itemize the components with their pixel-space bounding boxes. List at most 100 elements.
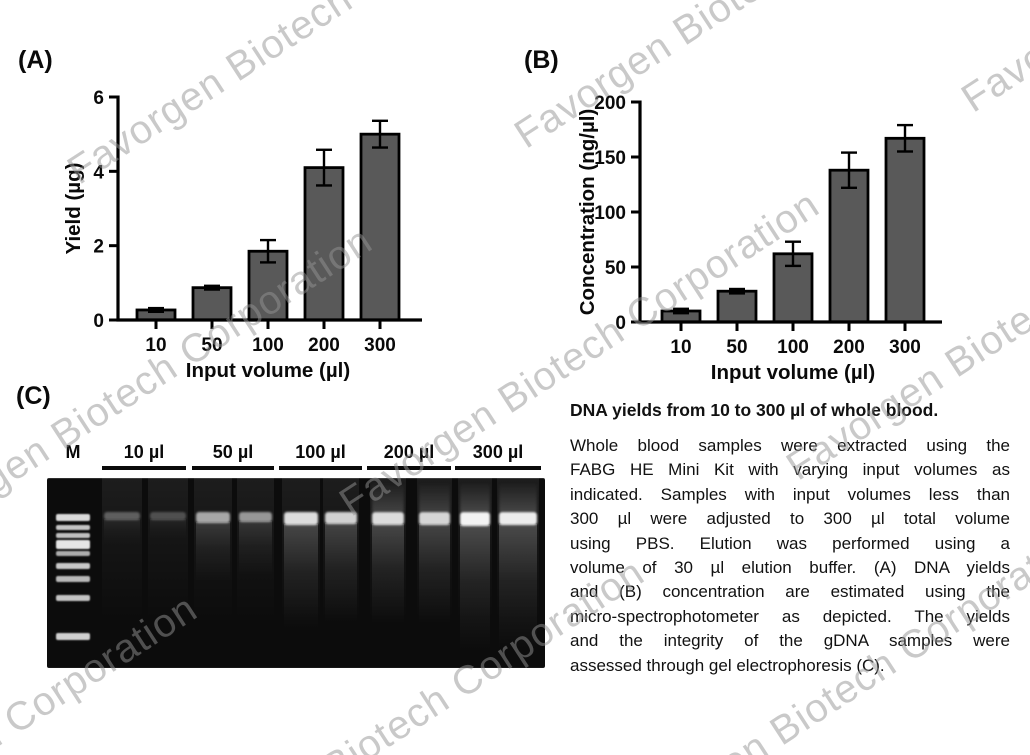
lane-smear bbox=[150, 518, 186, 539]
x-tick-label: 300 bbox=[889, 337, 921, 358]
lane-fuzz bbox=[419, 484, 450, 512]
x-tick-label: 50 bbox=[201, 335, 222, 356]
sample-lane bbox=[323, 478, 359, 668]
x-tick-label: 100 bbox=[252, 335, 284, 356]
sample-lane bbox=[194, 478, 232, 668]
y-tick-label: 150 bbox=[594, 148, 626, 169]
x-tick-label: 300 bbox=[364, 335, 396, 356]
x-axis-title: Input volume (µl) bbox=[186, 359, 350, 382]
marker-band bbox=[56, 514, 90, 521]
y-tick-label: 6 bbox=[93, 88, 104, 109]
gdna-band bbox=[150, 512, 186, 520]
x-tick-label: 50 bbox=[726, 337, 747, 358]
x-tick-label: 10 bbox=[145, 335, 166, 356]
sample-lane bbox=[237, 478, 274, 668]
gel-group-underline bbox=[455, 466, 541, 470]
sample-lane bbox=[458, 478, 492, 668]
lane-fuzz bbox=[499, 484, 537, 512]
lane-smear bbox=[325, 523, 357, 624]
concentration-bar-chart: 0 50 100 150 200 10 50 100 200 300 Concentration (… bbox=[576, 93, 942, 384]
gdna-band bbox=[196, 512, 230, 523]
x-axis-title: Input volume (µl) bbox=[711, 361, 875, 384]
y-axis-title: Concentration (ng/µl) bbox=[576, 109, 599, 316]
lane-smear bbox=[499, 524, 537, 650]
marker-lane-label: M bbox=[65, 442, 81, 462]
y-tick-label: 0 bbox=[615, 313, 626, 334]
gel-group-underline bbox=[192, 466, 274, 470]
marker-band bbox=[56, 563, 90, 569]
panel-a-label: (A) bbox=[18, 46, 53, 74]
lane-smear bbox=[419, 523, 450, 624]
sample-lane bbox=[102, 478, 142, 668]
caption-line: and (B) concentration are estimated usin… bbox=[570, 582, 1010, 602]
lane-smear bbox=[104, 519, 140, 545]
gdna-band bbox=[239, 512, 272, 523]
gel-group-underline bbox=[279, 466, 362, 470]
sample-lane bbox=[370, 478, 406, 668]
gel-group-label: 300 µl bbox=[472, 442, 524, 462]
panel-c-label: (C) bbox=[16, 382, 51, 410]
panel-b-label: (B) bbox=[524, 46, 559, 74]
caption-line: Whole blood samples were extracted using… bbox=[570, 436, 1010, 455]
y-tick-label: 0 bbox=[93, 311, 104, 332]
x-tick-label: 10 bbox=[670, 337, 691, 358]
lane-smear bbox=[196, 521, 230, 582]
gdna-band bbox=[104, 512, 140, 521]
lane-smear bbox=[239, 521, 272, 577]
caption-line: using PBS. Elution was performed using a bbox=[570, 533, 1010, 553]
lane-smear bbox=[372, 523, 404, 624]
bar-200 bbox=[303, 166, 345, 322]
gdna-band bbox=[419, 512, 450, 525]
marker-band bbox=[56, 576, 90, 582]
marker-band bbox=[56, 551, 90, 556]
marker-band bbox=[56, 633, 90, 640]
bar-50 bbox=[191, 286, 233, 322]
gel-group-underline bbox=[367, 466, 451, 470]
bar-300 bbox=[359, 132, 401, 322]
caption-line: and the integrity of the gDNA samples we… bbox=[570, 631, 1010, 651]
y-tick-label: 2 bbox=[93, 237, 104, 258]
gdna-band bbox=[499, 512, 537, 526]
gdna-band bbox=[460, 512, 490, 526]
marker-band bbox=[56, 533, 90, 538]
lane-smear bbox=[460, 524, 490, 650]
gdna-band bbox=[372, 512, 404, 525]
lane-smear bbox=[284, 523, 318, 629]
x-tick-label: 200 bbox=[833, 337, 865, 358]
y-tick-label: 50 bbox=[605, 258, 626, 279]
marker-band bbox=[56, 540, 90, 549]
sample-lane bbox=[417, 478, 452, 668]
sample-lane bbox=[282, 478, 320, 668]
gdna-band bbox=[284, 512, 318, 525]
caption-line: volume of 30 µl elution buffer. (A) DNA … bbox=[570, 558, 1010, 578]
y-tick-label: 100 bbox=[594, 203, 626, 224]
figure-caption: DNA yields from 10 to 300 µl of whole bl… bbox=[570, 400, 1010, 678]
bar-50 bbox=[716, 289, 758, 324]
caption-line: 300 µl were adjusted to 300 µl total vol… bbox=[570, 509, 1010, 529]
sample-lane bbox=[148, 478, 188, 668]
x-tick-label: 200 bbox=[308, 335, 340, 356]
caption-body: Whole blood samples were extracted using… bbox=[570, 434, 1010, 678]
y-tick-label: 200 bbox=[594, 93, 626, 114]
marker-lane bbox=[54, 478, 92, 668]
lane-fuzz bbox=[372, 484, 404, 512]
gel-group-label: 10 µl bbox=[123, 442, 165, 462]
bar-200 bbox=[828, 168, 870, 324]
gel-electrophoresis-image: M 10 µl 50 µl 100 µl 200 µl 300 µl bbox=[47, 442, 545, 668]
y-axis-title: Yield (µg) bbox=[62, 163, 85, 255]
marker-band bbox=[56, 595, 90, 601]
bar-300 bbox=[884, 136, 926, 324]
caption-line: FABG HE Mini Kit with varying input volu… bbox=[570, 460, 1010, 480]
caption-line: micro-spectrophotometer as depicted. The… bbox=[570, 606, 1010, 626]
yield-bar-chart: 0 2 4 6 10 50 100 200 300 Yield (µg) Input volume … bbox=[62, 88, 422, 382]
gel-group-label: 200 µl bbox=[383, 442, 435, 462]
lane-fuzz bbox=[460, 484, 490, 512]
gdna-band bbox=[325, 512, 357, 525]
y-tick-label: 4 bbox=[93, 162, 104, 183]
caption-line: assessed through gel electrophoresis (C)… bbox=[570, 655, 885, 675]
x-tick-label: 100 bbox=[777, 337, 809, 358]
marker-band bbox=[56, 525, 90, 530]
sample-lane bbox=[497, 478, 539, 668]
caption-title: DNA yields from 10 to 300 µl of whole bl… bbox=[570, 400, 939, 420]
